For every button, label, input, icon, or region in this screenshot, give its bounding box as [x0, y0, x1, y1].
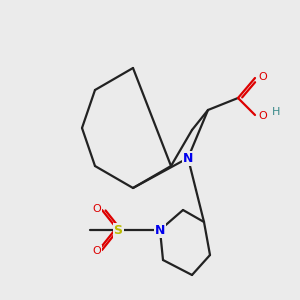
Text: N: N: [155, 224, 165, 236]
Text: O: O: [259, 72, 267, 82]
Text: N: N: [183, 152, 193, 164]
Text: O: O: [93, 246, 101, 256]
Text: S: S: [113, 224, 122, 236]
Text: H: H: [272, 107, 280, 117]
Text: O: O: [259, 111, 267, 121]
Text: O: O: [93, 204, 101, 214]
